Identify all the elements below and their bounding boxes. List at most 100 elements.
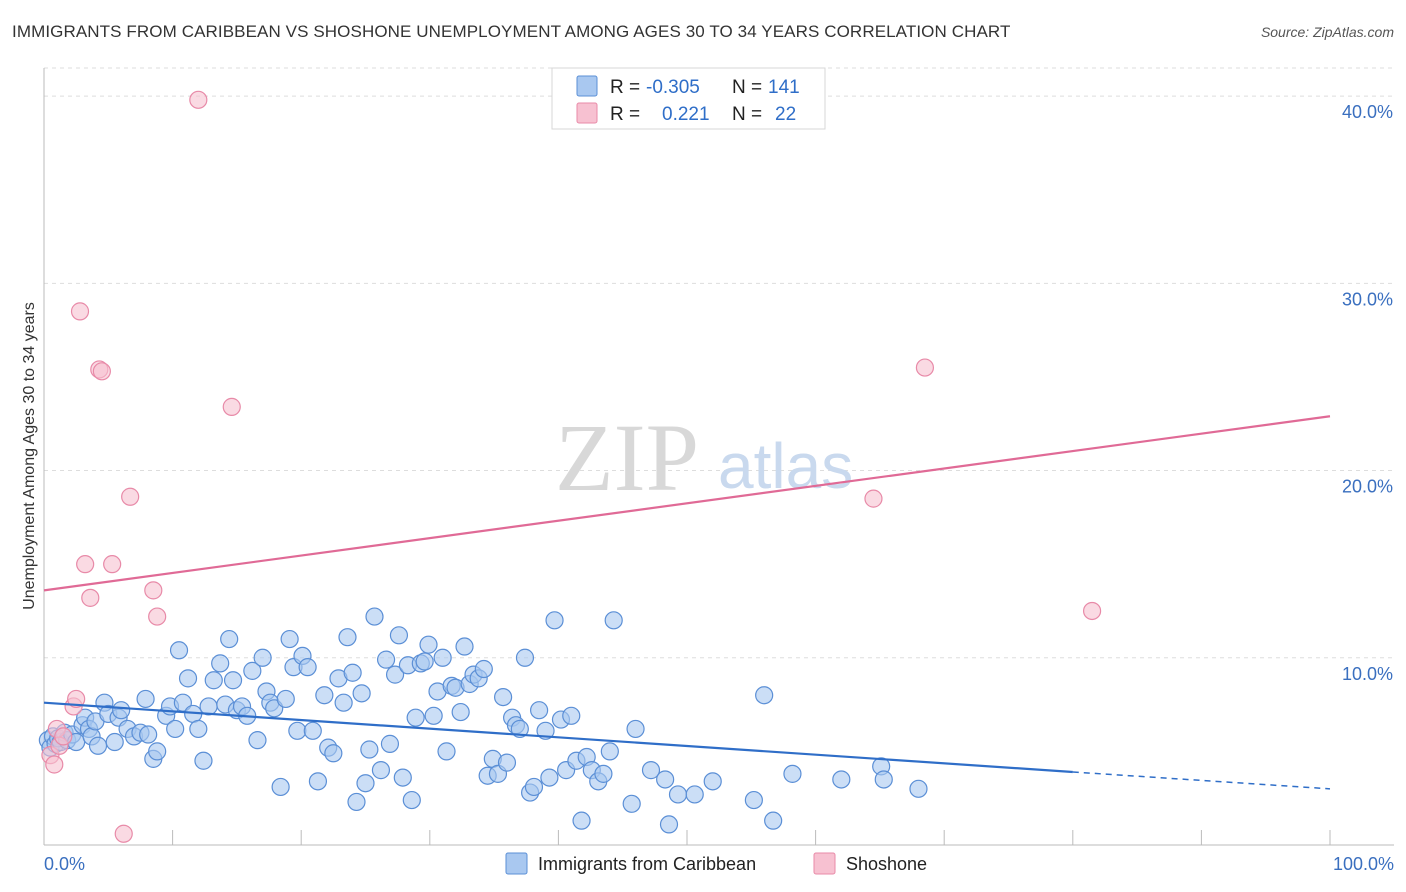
point-caribbean: [685, 785, 704, 804]
point-caribbean: [253, 648, 272, 667]
point-caribbean: [515, 648, 535, 667]
point-caribbean: [324, 744, 343, 763]
point-caribbean: [189, 719, 208, 739]
point-caribbean: [540, 768, 559, 787]
point-caribbean: [243, 661, 262, 680]
point-caribbean: [433, 648, 452, 667]
bottom-legend-label-shoshone: Shoshone: [846, 854, 927, 874]
trend-line-caribbean: [43, 701, 1073, 774]
point-caribbean: [545, 611, 564, 630]
point-shoshone: [144, 581, 163, 600]
point-caribbean: [744, 790, 763, 810]
source-label: Source: ZipAtlas.com: [1260, 24, 1394, 40]
watermark: ZIP atlas: [555, 404, 853, 511]
point-caribbean: [659, 815, 679, 834]
legend-r-label-2: R =: [610, 104, 640, 125]
point-caribbean: [419, 635, 438, 654]
point-caribbean: [594, 764, 613, 783]
point-caribbean: [166, 719, 185, 739]
legend-swatch-shoshone: [576, 102, 598, 124]
point-caribbean: [402, 790, 421, 810]
point-caribbean: [248, 731, 267, 750]
point-caribbean: [524, 777, 544, 797]
point-caribbean: [415, 652, 434, 671]
series-shoshone-points: [41, 90, 1102, 843]
legend-n-value-2: 22: [775, 104, 796, 125]
point-caribbean: [356, 774, 375, 793]
point-shoshone: [54, 727, 73, 746]
point-shoshone: [103, 555, 122, 574]
point-shoshone: [114, 824, 133, 843]
point-caribbean: [622, 794, 641, 813]
point-shoshone: [67, 689, 86, 709]
point-caribbean: [139, 725, 158, 744]
point-caribbean: [385, 665, 405, 684]
point-caribbean: [474, 659, 493, 679]
point-caribbean: [169, 641, 189, 660]
legend-n-label-1: N =: [732, 77, 762, 98]
trend-line-shoshone: [43, 415, 1331, 592]
y-tick-label: 30.0%: [1342, 289, 1393, 309]
y-tick-labels: 10.0% 20.0% 30.0% 40.0%: [1342, 102, 1393, 684]
point-caribbean: [437, 742, 456, 761]
point-caribbean: [88, 736, 108, 755]
point-shoshone: [864, 489, 883, 508]
point-caribbean: [536, 721, 555, 740]
legend-swatch-caribbean: [576, 75, 598, 97]
point-caribbean: [703, 772, 722, 791]
point-caribbean: [223, 671, 243, 690]
point-shoshone: [76, 555, 95, 574]
x-tick-label-min: 0.0%: [44, 854, 85, 874]
point-caribbean: [376, 650, 396, 669]
point-caribbean: [112, 701, 131, 720]
point-caribbean: [755, 686, 774, 705]
point-shoshone: [70, 302, 90, 321]
point-caribbean: [600, 742, 619, 761]
point-shoshone: [92, 362, 111, 381]
point-caribbean: [352, 684, 371, 703]
point-shoshone: [81, 588, 100, 607]
y-tick-label: 20.0%: [1342, 477, 1393, 497]
point-caribbean: [276, 689, 295, 709]
point-shoshone: [1082, 601, 1102, 621]
point-caribbean: [380, 734, 400, 753]
point-caribbean: [211, 654, 230, 673]
point-caribbean: [178, 669, 198, 688]
point-caribbean: [604, 611, 623, 630]
point-caribbean: [204, 671, 223, 690]
watermark-zip: ZIP: [555, 404, 699, 511]
point-caribbean: [656, 770, 675, 789]
point-shoshone: [189, 90, 208, 109]
point-caribbean: [494, 687, 513, 707]
watermark-atlas: atlas: [718, 430, 853, 502]
y-axis-title: Unemployment Among Ages 30 to 34 years: [21, 302, 38, 610]
point-caribbean: [280, 629, 299, 649]
point-caribbean: [510, 719, 529, 739]
x-tick-label-max: 100.0%: [1333, 854, 1394, 874]
point-caribbean: [393, 768, 412, 787]
point-caribbean: [451, 702, 470, 722]
point-caribbean: [371, 761, 391, 780]
axes-layer: [43, 68, 1394, 846]
point-caribbean: [641, 761, 661, 780]
point-caribbean: [406, 708, 425, 727]
legend-n-value-1: 141: [768, 77, 800, 98]
point-caribbean: [308, 772, 328, 791]
point-caribbean: [424, 706, 443, 725]
point-caribbean: [909, 779, 928, 798]
point-caribbean: [271, 777, 290, 797]
point-caribbean: [365, 607, 384, 626]
point-caribbean: [343, 663, 362, 682]
bottom-legend-swatch-shoshone: [813, 852, 836, 875]
point-shoshone: [45, 755, 64, 774]
legend-r-value-1: -0.305: [646, 77, 700, 98]
point-caribbean: [148, 742, 167, 761]
y-tick-label: 40.0%: [1342, 102, 1393, 122]
point-shoshone: [121, 487, 140, 506]
point-caribbean: [668, 785, 688, 804]
legend-n-label-2: N =: [732, 104, 762, 125]
point-caribbean: [347, 792, 366, 812]
point-caribbean: [572, 811, 591, 830]
bottom-legend: Immigrants from Caribbean Shoshone: [505, 852, 927, 875]
